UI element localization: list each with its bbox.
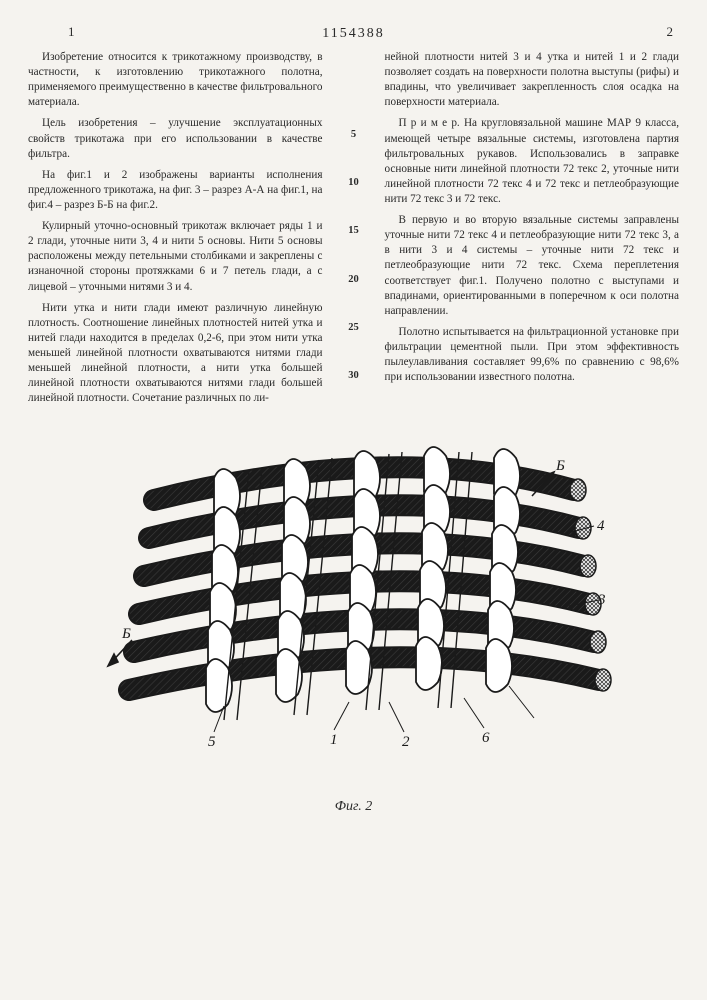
figure-2: Б Б 1 2 3 4 5 6 Фиг. 2 (28, 430, 679, 815)
paragraph: В первую и во вторую вязальные системы з… (385, 213, 680, 319)
figure-caption: Фиг. 2 (28, 799, 679, 815)
paragraph: Изобретение относится к трикотажному про… (28, 50, 323, 110)
line-marker: 10 (348, 176, 359, 190)
label-B-left: Б (121, 626, 131, 642)
label-5: 5 (208, 734, 216, 750)
text-columns: Изобретение относится к трикотажному про… (28, 50, 679, 412)
document-number: 1154388 (28, 26, 679, 42)
paragraph: нейной плотности нитей 3 и 4 утка и ните… (385, 50, 680, 110)
page-num-right: 2 (667, 24, 674, 40)
line-marker: 5 (351, 128, 356, 142)
label-6: 6 (482, 730, 490, 746)
label-B-right: Б (555, 458, 565, 474)
page-num-left: 1 (68, 24, 75, 40)
paragraph: Цель изобретения – улучшение эксплуатаци… (28, 116, 323, 161)
paragraph: Полотно испытывается на фильтрационной у… (385, 325, 680, 385)
paragraph: На фиг.1 и 2 изображены варианты исполне… (28, 168, 323, 213)
line-marker: 25 (348, 321, 359, 335)
paragraph: Нити утка и нити глади имеют различную л… (28, 301, 323, 407)
right-column: нейной плотности нитей 3 и 4 утка и ните… (385, 50, 680, 412)
line-number-gutter: 5 10 15 20 25 30 (345, 50, 363, 412)
line-marker: 20 (348, 273, 359, 287)
line-marker: 30 (348, 369, 359, 383)
line-marker: 15 (348, 224, 359, 238)
figure-svg: Б Б 1 2 3 4 5 6 (94, 430, 614, 790)
label-4: 4 (597, 518, 605, 534)
paragraph: П р и м е р. На кругловязальной машине М… (385, 116, 680, 207)
left-column: Изобретение относится к трикотажному про… (28, 50, 323, 412)
paragraph: Кулирный уточно-основный трикотаж включа… (28, 219, 323, 295)
page-container: 1 2 1154388 Изобретение относится к трик… (28, 24, 679, 815)
label-1: 1 (330, 732, 338, 748)
label-3: 3 (597, 592, 606, 608)
label-2: 2 (402, 734, 410, 750)
